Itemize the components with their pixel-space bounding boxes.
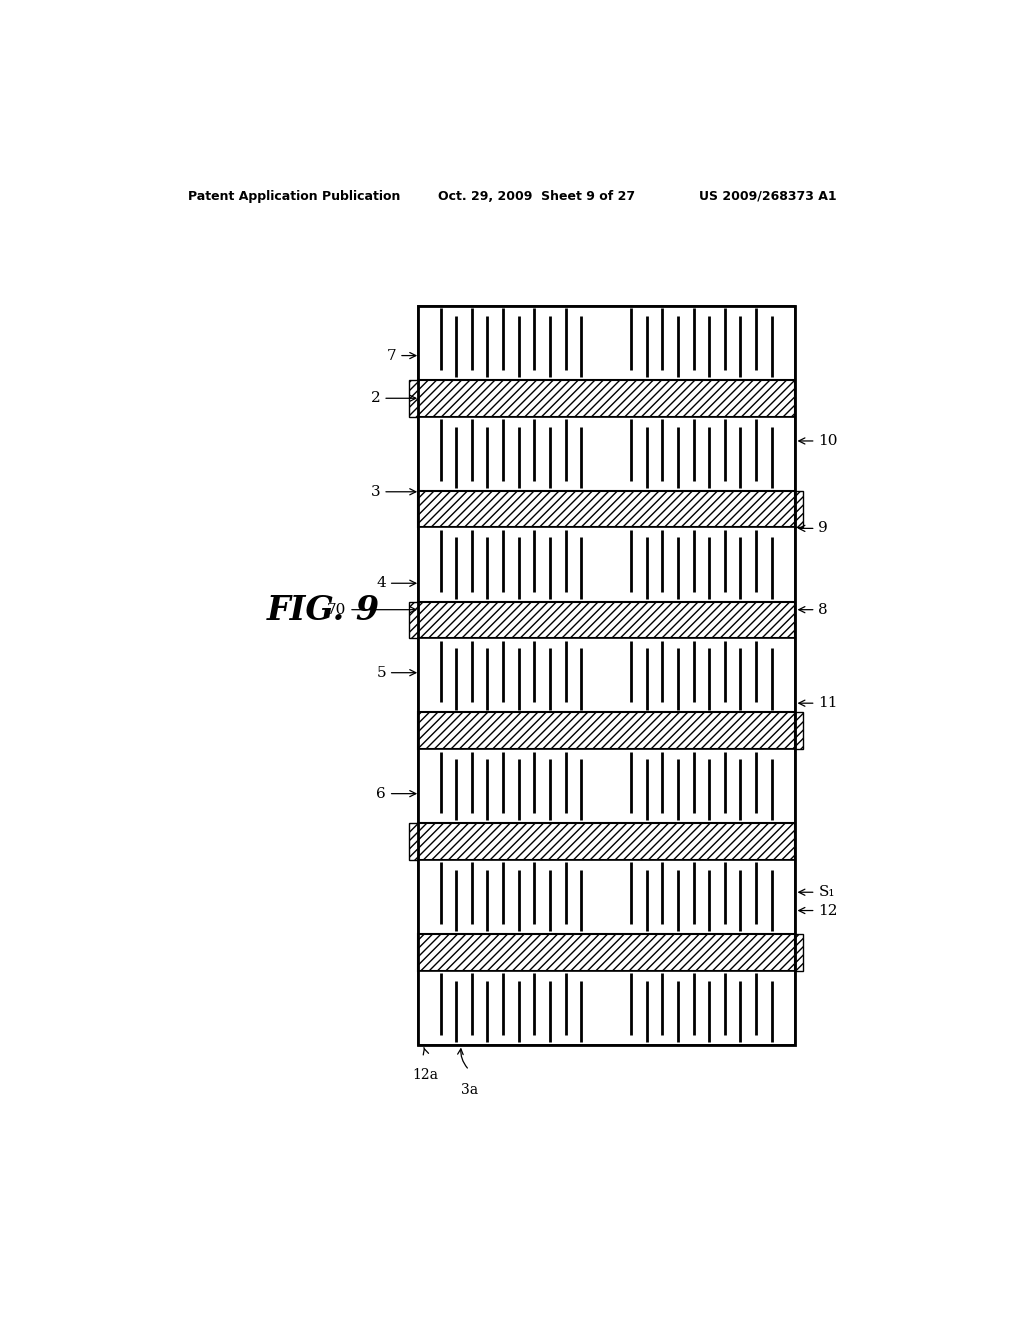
Bar — [795, 713, 804, 748]
Bar — [418, 935, 795, 970]
Bar — [409, 380, 418, 417]
Bar — [418, 306, 795, 1044]
Text: FIG. 9: FIG. 9 — [267, 594, 380, 627]
Text: US 2009/268373 A1: US 2009/268373 A1 — [699, 190, 837, 202]
Bar — [418, 713, 795, 748]
Text: 6: 6 — [376, 787, 416, 801]
Bar — [418, 824, 795, 859]
Text: Patent Application Publication: Patent Application Publication — [187, 190, 400, 202]
Text: 9: 9 — [799, 521, 828, 536]
Bar — [409, 824, 418, 859]
Bar — [418, 970, 795, 1044]
Text: 2: 2 — [371, 391, 416, 405]
Bar — [795, 935, 804, 970]
Text: S₁: S₁ — [799, 886, 835, 899]
Text: 3: 3 — [371, 484, 416, 499]
Text: 4: 4 — [376, 577, 416, 590]
Text: 3a: 3a — [461, 1084, 478, 1097]
Text: 10: 10 — [799, 434, 838, 447]
Text: 11: 11 — [799, 696, 838, 710]
Text: 12a: 12a — [413, 1068, 438, 1082]
Text: 7: 7 — [387, 348, 416, 363]
Text: 5: 5 — [376, 665, 416, 680]
Bar — [418, 491, 795, 528]
Text: Oct. 29, 2009  Sheet 9 of 27: Oct. 29, 2009 Sheet 9 of 27 — [437, 190, 635, 202]
Text: 8: 8 — [799, 603, 828, 616]
Bar — [418, 602, 795, 638]
Bar — [418, 859, 795, 935]
Bar — [418, 380, 795, 417]
Bar — [418, 638, 795, 713]
Bar — [418, 528, 795, 602]
Bar — [409, 602, 418, 638]
Bar — [418, 748, 795, 824]
Bar — [795, 491, 804, 528]
Text: 70: 70 — [327, 603, 416, 616]
Text: 12: 12 — [799, 903, 838, 917]
Bar — [418, 417, 795, 491]
Bar — [418, 306, 795, 380]
